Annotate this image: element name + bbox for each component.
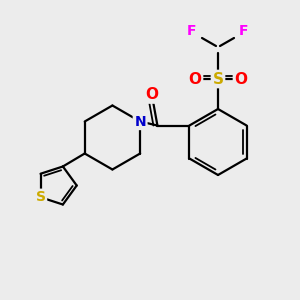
Text: O: O [145,87,158,102]
Text: F: F [239,24,249,38]
Text: F: F [187,24,197,38]
Text: S: S [35,190,46,204]
Text: S: S [212,71,224,86]
Text: N: N [134,115,146,128]
Text: O: O [235,71,248,86]
Text: O: O [188,71,202,86]
